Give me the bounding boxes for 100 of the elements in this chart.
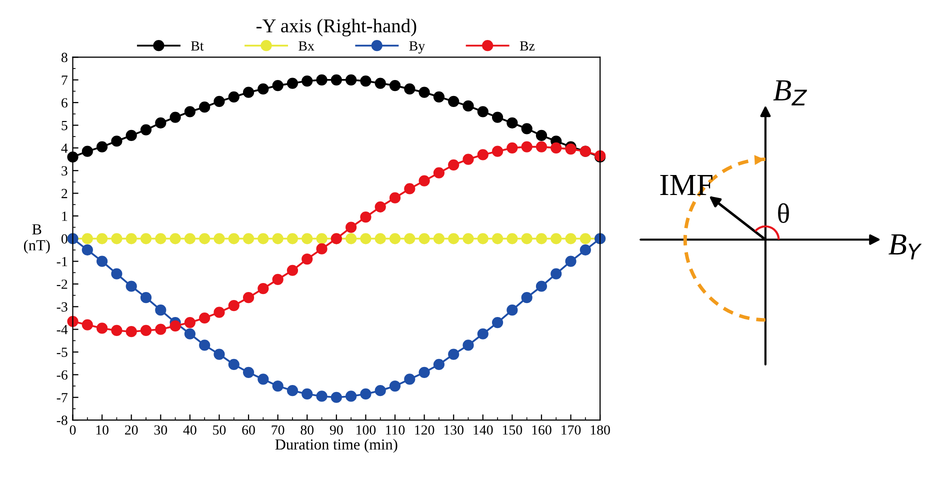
point	[170, 233, 181, 244]
point	[140, 324, 152, 336]
point	[316, 243, 328, 254]
y-tick-label: -1	[56, 256, 68, 266]
point	[506, 117, 518, 129]
y-tick-label: -6	[56, 370, 68, 380]
point	[521, 233, 532, 244]
point	[140, 292, 152, 304]
point	[477, 233, 488, 244]
point	[258, 233, 269, 244]
point	[360, 212, 372, 223]
point	[462, 154, 474, 165]
point	[111, 233, 122, 244]
point	[448, 96, 460, 107]
y-tick-label: -3	[56, 302, 68, 312]
point	[286, 78, 298, 89]
point	[316, 233, 328, 244]
point	[506, 304, 518, 316]
point	[82, 233, 93, 244]
point	[580, 244, 591, 256]
legend-label: By	[409, 41, 426, 54]
point	[404, 183, 416, 194]
x-tick-label: 170	[562, 425, 581, 435]
point	[184, 233, 196, 244]
point	[550, 268, 562, 280]
point	[389, 233, 401, 244]
point	[272, 80, 284, 92]
x-tick-label: 180	[590, 425, 610, 435]
point	[404, 83, 416, 95]
x-tick-label: 20	[125, 425, 138, 435]
point	[242, 86, 254, 98]
point	[580, 233, 591, 244]
point	[374, 78, 386, 89]
point	[389, 192, 401, 204]
point	[536, 280, 548, 292]
point	[374, 385, 386, 396]
point	[199, 102, 210, 113]
point	[82, 319, 93, 330]
y-tick-label: 4	[61, 144, 68, 153]
text: θ	[778, 203, 789, 223]
y-tick-label: 8	[61, 52, 68, 62]
point	[536, 141, 548, 152]
x-tick-label: 50	[213, 425, 226, 435]
point	[346, 74, 357, 86]
point	[565, 256, 576, 267]
point	[272, 274, 284, 286]
point	[521, 123, 532, 134]
point	[448, 233, 460, 244]
point	[228, 300, 240, 312]
point	[228, 233, 240, 244]
point	[536, 233, 548, 244]
point	[184, 328, 196, 340]
x-tick-label: 90	[330, 425, 343, 435]
x-tick-label: 60	[242, 425, 255, 435]
point	[258, 374, 269, 385]
x-tick-label: 0	[70, 425, 76, 435]
y-tick-label: 6	[62, 98, 68, 108]
x-tick-label: 100	[356, 425, 376, 435]
point	[170, 112, 181, 123]
point	[418, 86, 430, 98]
x-tick-label: 70	[272, 425, 284, 435]
point	[433, 91, 445, 102]
point	[433, 358, 445, 370]
point	[111, 324, 122, 336]
point	[418, 366, 430, 378]
point	[184, 316, 196, 328]
point	[389, 80, 401, 92]
point	[492, 316, 504, 328]
point	[374, 233, 386, 244]
point	[462, 100, 474, 112]
point	[360, 388, 372, 400]
point	[126, 233, 137, 244]
y-tick-label: -5	[56, 348, 68, 357]
point	[433, 233, 445, 244]
point	[536, 130, 548, 142]
point	[346, 233, 357, 244]
point	[302, 75, 313, 87]
legend-label: Bt	[191, 41, 204, 51]
y-tick-label: 2	[62, 188, 68, 198]
x-tick-label: 40	[183, 425, 196, 435]
point	[506, 142, 518, 154]
point	[302, 233, 313, 244]
point	[492, 233, 504, 244]
point	[462, 340, 474, 351]
point	[477, 328, 488, 340]
point	[418, 175, 430, 186]
point	[258, 282, 269, 294]
point	[272, 380, 284, 392]
legend-label: Bz	[520, 41, 535, 51]
point	[96, 322, 108, 334]
point	[242, 292, 254, 304]
point	[242, 366, 254, 378]
point	[199, 340, 210, 351]
y-tick-label: -7	[56, 393, 68, 402]
point	[126, 130, 137, 142]
point	[565, 144, 576, 155]
point	[111, 268, 122, 280]
point	[374, 201, 386, 212]
point	[477, 106, 488, 118]
point	[82, 146, 93, 157]
